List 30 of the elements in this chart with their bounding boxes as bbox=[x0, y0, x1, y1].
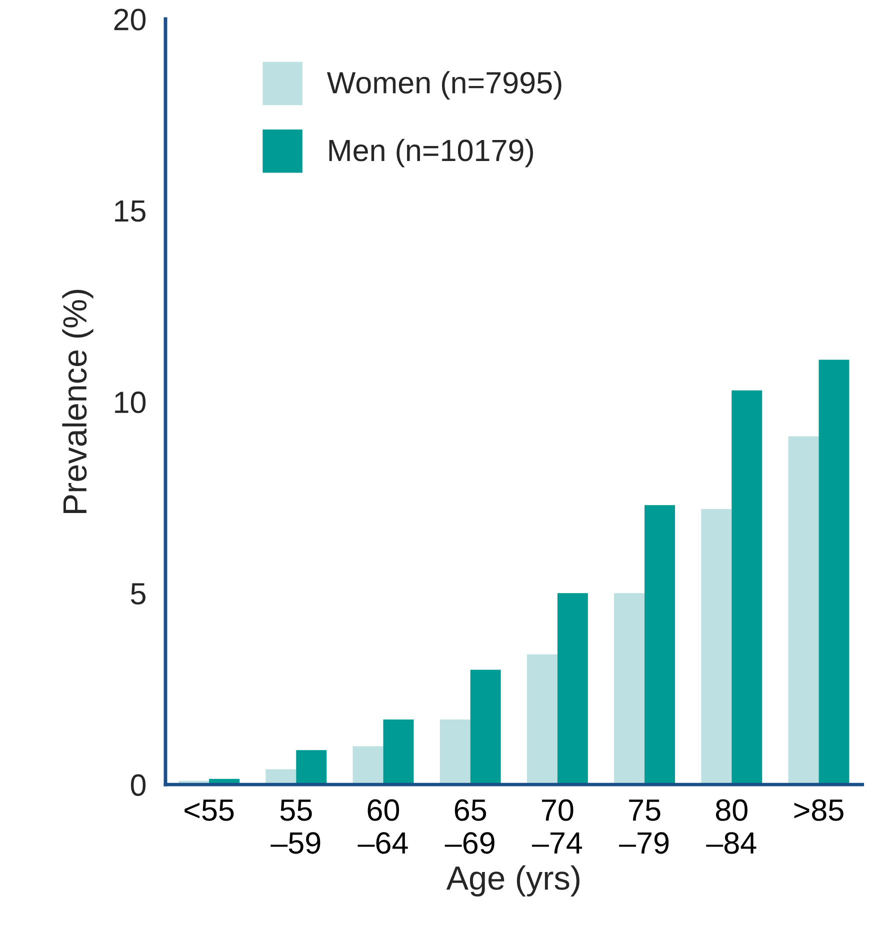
x-axis-title: Age (yrs) bbox=[446, 865, 580, 896]
bar bbox=[614, 593, 645, 785]
bar bbox=[352, 746, 384, 785]
legend-label: Men (n=10179) bbox=[329, 138, 534, 168]
x-tick-label: 70 –74 bbox=[532, 799, 582, 854]
bar bbox=[383, 720, 414, 785]
bar bbox=[526, 654, 558, 785]
bar bbox=[732, 390, 762, 785]
bar bbox=[644, 505, 676, 785]
x-tick-label: 75 –79 bbox=[619, 800, 669, 854]
y-tick-label: 10 bbox=[115, 392, 146, 414]
y-tick-label: 15 bbox=[115, 200, 146, 222]
bar bbox=[470, 670, 501, 785]
bar bbox=[701, 508, 732, 785]
x-tick-label: >85 bbox=[794, 799, 844, 821]
x-tick-label: 55 –59 bbox=[270, 800, 320, 854]
bar bbox=[557, 593, 588, 785]
x-tick-label: <55 bbox=[184, 800, 234, 821]
y-tick-label: 20 bbox=[114, 8, 146, 30]
bar bbox=[296, 750, 327, 785]
x-tick-label: 65 –69 bbox=[444, 799, 494, 854]
y-tick-label: 0 bbox=[130, 774, 146, 796]
x-tick-label: 80 –84 bbox=[706, 799, 756, 854]
legend-label: Women (n=7995) bbox=[326, 71, 562, 100]
y-tick-label: 5 bbox=[130, 583, 146, 605]
y-axis-title: Prevalence (%) bbox=[62, 290, 94, 513]
bar bbox=[818, 360, 850, 785]
x-tick-label: 60 –64 bbox=[358, 799, 408, 854]
bar bbox=[788, 436, 819, 785]
bar bbox=[440, 720, 470, 785]
